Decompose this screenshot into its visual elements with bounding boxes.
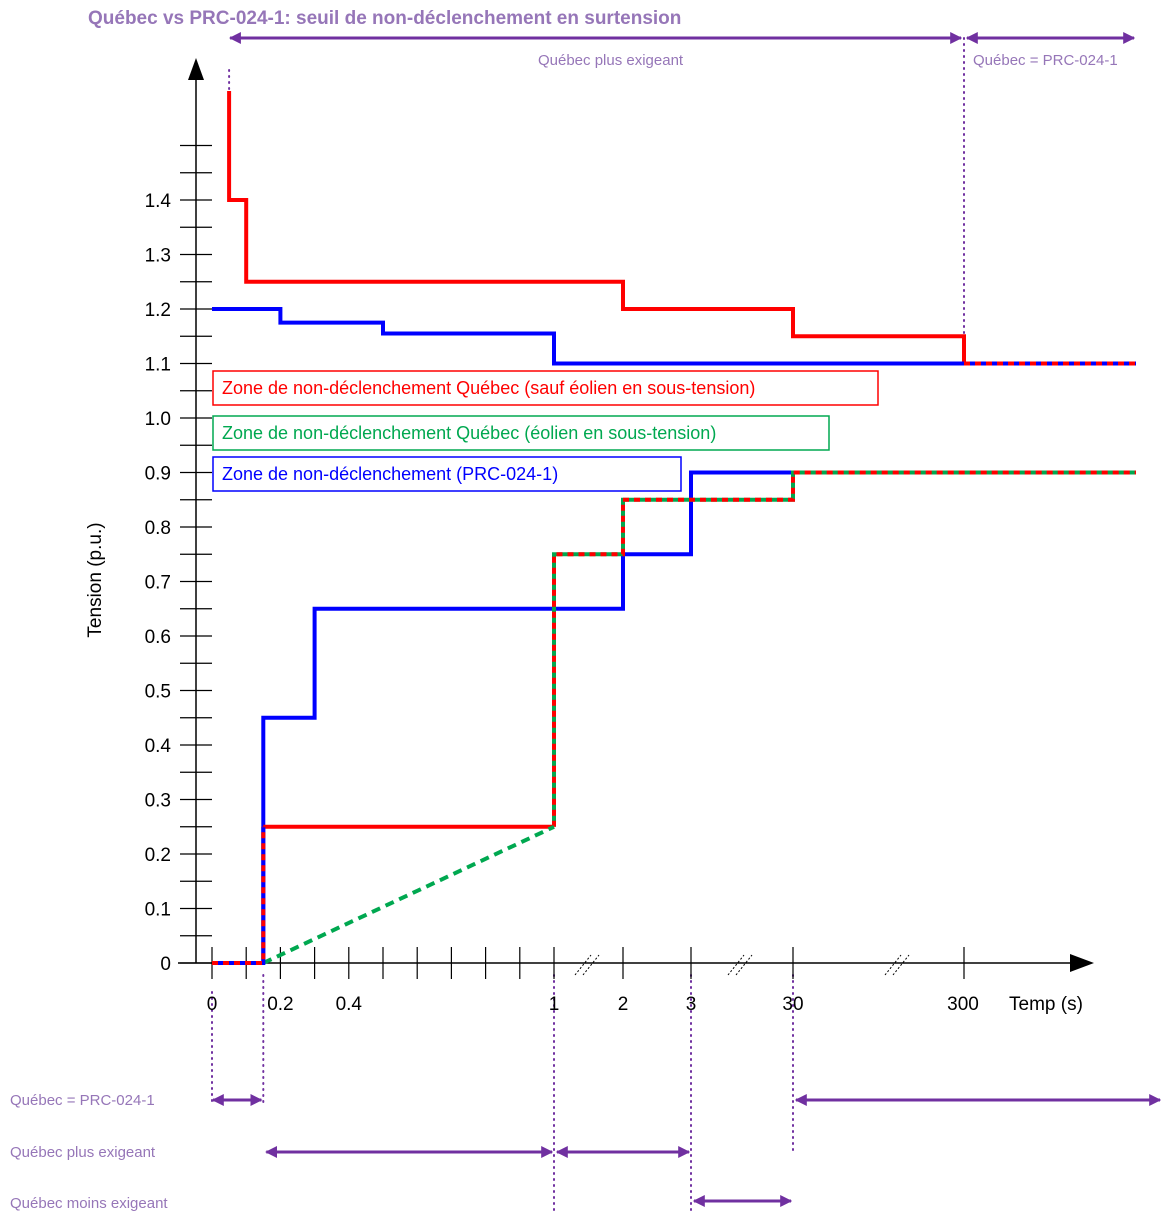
series-quebec_under_shared-base	[552, 470, 1136, 827]
y-tick-label: 0	[160, 954, 171, 975]
y-tick-label: 1.1	[145, 355, 171, 376]
y-tick-label: 0.7	[145, 573, 171, 594]
y-tick-label: 1.3	[145, 246, 171, 267]
series-zero_segment	[212, 826, 266, 965]
x-tick-label: 0.4	[336, 994, 363, 1015]
legend-box-quebec-wind	[212, 415, 830, 451]
series-lines	[212, 91, 1136, 965]
range-annotations: Québec plus exigeant Québec = PRC-024-1	[211, 32, 1162, 1207]
x-tick-label: 0	[207, 994, 218, 1015]
y-tick-label: 0.1	[145, 900, 171, 921]
y-tick-label: 0.5	[145, 682, 171, 703]
y-tick-label: 0.9	[145, 464, 171, 485]
series-wind_ramp	[262, 824, 555, 965]
guide-lines	[211, 37, 965, 1212]
axis-break-mark	[884, 954, 902, 976]
bottom-label-less-strict: Québec moins exigeant	[10, 1195, 168, 1212]
axes: 0 0.1 0.2 0.3 0.4 0.5 0.6 0.7 0.8 0.9 1.0 1.1 1.2 1.3…	[145, 58, 1094, 1015]
y-axis-label: Tension (p.u.)	[85, 522, 106, 637]
y-tick-label: 0.6	[145, 627, 171, 648]
legend-box-prc	[212, 456, 682, 492]
axis-break-mark	[892, 954, 910, 976]
x-tick-label: 2	[618, 994, 629, 1015]
x-tick-label: 1	[549, 994, 560, 1015]
legend-label-quebec: Zone de non-déclenchement Québec (sauf é…	[222, 378, 755, 398]
chart-title: Québec vs PRC-024-1: seuil de non-déclen…	[88, 8, 681, 29]
series-zero_segment-base	[212, 826, 266, 965]
axis-break-mark	[735, 954, 753, 976]
y-tick-label: 1.4	[145, 191, 172, 212]
x-axis-label: Temp (s)	[1009, 994, 1083, 1015]
x-tick-label: 300	[947, 994, 979, 1015]
axis-break-mark	[727, 954, 745, 976]
series-prc_under	[261, 470, 793, 963]
axis-break-mark	[582, 954, 600, 976]
x-tick-label: 30	[782, 994, 803, 1015]
legend: Zone de non-déclenchement Québec (sauf é…	[212, 370, 879, 492]
top-label-stricter: Québec plus exigeant	[538, 52, 684, 69]
bottom-label-stricter: Québec plus exigeant	[10, 1144, 156, 1161]
bottom-label-equal: Québec = PRC-024-1	[10, 1092, 155, 1109]
x-tick-label: 0.2	[267, 994, 293, 1015]
y-axis-arrow	[188, 58, 204, 80]
y-tick-label: 1.0	[145, 409, 171, 430]
y-tick-label: 0.3	[145, 791, 171, 812]
y-tick-label: 0.8	[145, 518, 171, 539]
x-axis-arrow	[1070, 954, 1094, 972]
y-tick-label: 0.4	[145, 736, 172, 757]
legend-label-prc: Zone de non-déclenchement (PRC-024-1)	[222, 464, 558, 484]
y-tick-label: 0.2	[145, 845, 171, 866]
top-label-equal: Québec = PRC-024-1	[973, 52, 1118, 69]
y-tick-label: 1.2	[145, 300, 171, 321]
legend-box-quebec	[212, 370, 879, 406]
legend-label-quebec-wind: Zone de non-déclenchement Québec (éolien…	[222, 423, 716, 443]
series-quebec_over	[227, 91, 966, 364]
series-prc_over	[212, 307, 964, 366]
series-quebec_under_shared	[552, 470, 1136, 827]
x-tick-label: 3	[686, 994, 697, 1015]
axis-break-mark	[574, 954, 592, 976]
